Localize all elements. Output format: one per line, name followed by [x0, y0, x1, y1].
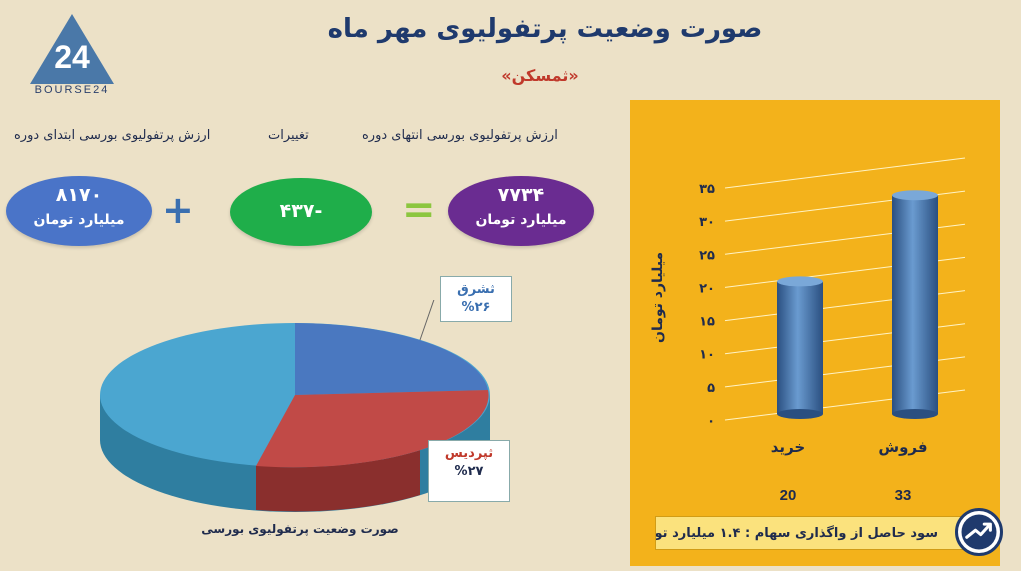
callout-sshargh: ثشرق %۲۶ — [440, 276, 512, 322]
pie-chart — [100, 300, 490, 512]
bar-top — [777, 276, 823, 287]
header-end-value: ارزش پرتفولیوی بورسی انتهای دوره — [362, 128, 558, 143]
callout-spardis-name: ثپردیس — [444, 446, 494, 461]
y-tick-label: ۰ — [707, 414, 715, 429]
y-tick-label: ۳۰ — [699, 215, 715, 230]
pie-slice-spardis — [256, 390, 489, 468]
pie-slice-sshargh — [295, 323, 488, 395]
y-tick-label: ۱۵ — [699, 315, 715, 330]
callout-spardis: ثپردیس %۲۷ — [428, 440, 510, 502]
callout-spardis-pct: %۲۷ — [454, 464, 484, 479]
logo: 24 — [30, 14, 114, 84]
x-category-label: خرید — [771, 438, 805, 456]
end-value-unit: میلیارد تومان — [475, 212, 567, 228]
y-tick-label: ۱۰ — [699, 348, 715, 363]
y-tick-label: ۲۵ — [699, 248, 715, 263]
trend-up-icon — [955, 508, 1003, 556]
bar-value-label: 33 — [895, 487, 912, 504]
equals-icon: = — [402, 187, 436, 233]
bar — [892, 195, 938, 414]
plus-icon: + — [162, 188, 194, 232]
end-value: ۷۷۳۴ — [497, 184, 545, 206]
bar-chart: ۰ ۵ ۱۰ ۱۵ ۲۰ ۲۵ ۳۰ ۳۵ خرید 20 فروش 33 — [699, 157, 966, 504]
page-subtitle: «ثمسکن» — [501, 66, 579, 85]
bar-base — [777, 409, 823, 419]
gridline — [724, 157, 966, 189]
header-changes: تغییرات — [268, 128, 309, 143]
change-value: -۴۳۷ — [279, 200, 323, 222]
logo-mark: 24 — [54, 39, 90, 75]
y-tick-label: ۳۵ — [699, 182, 715, 197]
pie-depth-red — [256, 450, 420, 512]
footer-note: سود حاصل از واگذاری سهام : ۱.۴ میلیارد ت… — [655, 516, 967, 550]
change-oval: -۴۳۷ — [230, 178, 372, 246]
bar-top — [892, 190, 938, 201]
x-category-label: فروش — [878, 438, 927, 456]
callout-sshargh-name: ثشرق — [457, 282, 495, 297]
y-tick-label: ۵ — [707, 381, 715, 396]
pie-caption: صورت وضعیت پرتفولیوی بورسی — [201, 522, 399, 536]
bar-base — [892, 409, 938, 419]
start-value-unit: میلیارد تومان — [33, 212, 125, 228]
bar — [777, 281, 823, 414]
chart-ylabel: میلیارد تومان — [650, 251, 666, 343]
page-title: صورت وضعیت پرتفولیوی مهر ماه — [327, 14, 763, 44]
logo-text: BOURSE24 — [34, 84, 110, 96]
start-value-oval: ۸۱۷۰ میلیارد تومان — [6, 176, 152, 246]
start-value: ۸۱۷۰ — [55, 184, 103, 206]
bar-value-label: 20 — [780, 487, 797, 504]
end-value-oval: ۷۷۳۴ میلیارد تومان — [448, 176, 594, 246]
y-tick-label: ۲۰ — [699, 281, 715, 296]
callout-sshargh-pct: %۲۶ — [461, 300, 491, 315]
header-start-value: ارزش پرتفولیوی بورسی ابتدای دوره — [14, 128, 211, 143]
